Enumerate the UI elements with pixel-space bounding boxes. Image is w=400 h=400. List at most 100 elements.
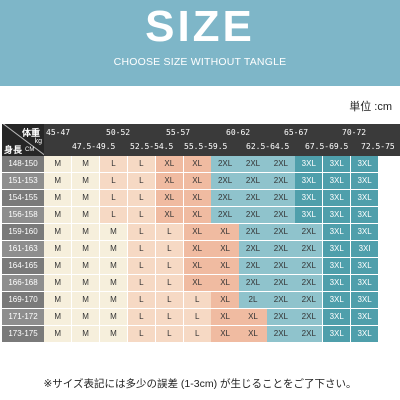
size-cell: 3XL bbox=[350, 190, 380, 206]
size-cell: 2XL bbox=[267, 309, 296, 325]
size-cell: M bbox=[99, 275, 129, 291]
size-cell: 2XL bbox=[239, 275, 268, 291]
size-table: 体重 kg 身長 CM 45-47 50-52 55-57 60-62 65-67 70-… bbox=[2, 124, 400, 374]
size-cell: L bbox=[183, 309, 212, 325]
size-cell: M bbox=[44, 258, 73, 274]
table-row: 156-158 M M L L XL XL 2XL 2XL 2XL 3XL 3XL 3XL bbox=[2, 207, 400, 224]
weight-range-top: 45-47 bbox=[46, 128, 71, 137]
size-cell: L bbox=[99, 156, 129, 172]
size-cell: 2L bbox=[239, 292, 268, 308]
size-cell: XL bbox=[211, 309, 240, 325]
weight-range-bottom: 67.5-69.5 bbox=[305, 142, 349, 151]
size-cell: L bbox=[155, 224, 184, 240]
size-cell: 3XL bbox=[323, 241, 352, 257]
cm-label: CM bbox=[25, 147, 35, 153]
size-cell: XL bbox=[155, 190, 184, 206]
height-range-cell: 171-172 bbox=[2, 309, 44, 325]
size-cell: 3XL bbox=[350, 292, 380, 308]
size-cell: M bbox=[99, 292, 129, 308]
size-cell: 3XL bbox=[323, 156, 352, 172]
size-cell: L bbox=[127, 258, 157, 274]
size-cell: L bbox=[99, 173, 129, 189]
size-cell: 2XL bbox=[295, 309, 324, 325]
weight-range-top: 55-57 bbox=[166, 128, 191, 137]
height-range-cell: 159-160 bbox=[2, 224, 44, 240]
size-cell: M bbox=[44, 309, 73, 325]
size-cell: 2XL bbox=[267, 241, 296, 257]
size-cell: 2XL bbox=[267, 207, 296, 223]
height-label: 身長 bbox=[4, 145, 23, 155]
size-cell: 3XL bbox=[350, 258, 380, 274]
size-cell: M bbox=[99, 309, 129, 325]
size-cell: 2XL bbox=[267, 156, 296, 172]
size-cell: L bbox=[155, 326, 184, 342]
height-range-cell: 151-153 bbox=[2, 173, 44, 189]
size-cell: L bbox=[155, 241, 184, 257]
table-row: 164-165 M M M L L XL XL 2XL 2XL 2XL 3XL 3XL bbox=[2, 258, 400, 275]
size-cell: 2XL bbox=[295, 224, 324, 240]
size-cell: 2XL bbox=[295, 292, 324, 308]
table-row: 171-172 M M M L L L XL XL 2XL 2XL 3XL 3XL bbox=[2, 309, 400, 326]
footnote: ※サイズ表記には多少の誤差 (1-3cm) が生じることをご了下さい。 bbox=[43, 378, 357, 390]
size-cell: 3XI bbox=[350, 241, 380, 257]
size-cell: M bbox=[71, 156, 101, 172]
unit-label: 単位 :cm bbox=[349, 101, 392, 113]
size-cell: L bbox=[127, 309, 157, 325]
height-range-cell: 166-168 bbox=[2, 275, 44, 291]
size-cell: XL bbox=[239, 309, 268, 325]
size-cell: 2XL bbox=[267, 190, 296, 206]
size-cell: M bbox=[44, 173, 73, 189]
size-cell: L bbox=[127, 190, 157, 206]
size-cell: XL bbox=[183, 258, 212, 274]
table-row: 166-168 M M M L L XL XL 2XL 2XL 2XL 3XL 3XL bbox=[2, 275, 400, 292]
size-cell: 3XL bbox=[323, 275, 352, 291]
size-cell: 3XL bbox=[323, 326, 352, 342]
size-cell: XL bbox=[211, 224, 240, 240]
size-cell: 2XL bbox=[211, 207, 240, 223]
size-cell: L bbox=[155, 309, 184, 325]
header-banner: SIZE CHOOSE SIZE WITHOUT TANGLE bbox=[0, 0, 400, 86]
size-cell: M bbox=[44, 224, 73, 240]
size-cell: 3XL bbox=[323, 224, 352, 240]
size-cell: L bbox=[183, 326, 212, 342]
size-cell: 2XL bbox=[211, 190, 240, 206]
size-cell: XL bbox=[211, 258, 240, 274]
size-cell: M bbox=[71, 241, 101, 257]
size-cell: 2XL bbox=[295, 258, 324, 274]
kg-label: kg bbox=[34, 138, 42, 145]
size-cell: XL bbox=[211, 326, 240, 342]
table-row: 173-175 M M M L L L XL XL 2XL 2XL 3XL 3XL bbox=[2, 326, 400, 343]
weight-label: 体重 bbox=[21, 128, 40, 138]
size-cell: 2XL bbox=[267, 224, 296, 240]
size-cell: 2XL bbox=[211, 156, 240, 172]
size-cell: M bbox=[71, 258, 101, 274]
size-cell: 3XL bbox=[350, 224, 380, 240]
table-row: 161-163 M M M L L XL XL 2XL 2XL 2XL 3XL 3XI bbox=[2, 241, 400, 258]
size-cell: M bbox=[44, 292, 73, 308]
size-cell: XL bbox=[155, 173, 184, 189]
height-range-cell: 169-170 bbox=[2, 292, 44, 308]
size-cell: 2XL bbox=[239, 173, 268, 189]
size-cell: L bbox=[155, 292, 184, 308]
size-cell: 2XL bbox=[295, 275, 324, 291]
height-range-cell: 154-155 bbox=[2, 190, 44, 206]
size-cell: L bbox=[127, 241, 157, 257]
size-cell: XL bbox=[183, 241, 212, 257]
size-cell: 2XL bbox=[267, 275, 296, 291]
size-cell: XL bbox=[183, 224, 212, 240]
size-cell: 2XL bbox=[239, 241, 268, 257]
size-cell: M bbox=[71, 224, 101, 240]
size-cell: 3XL bbox=[350, 207, 380, 223]
weight-range-bottom: 72.5-75 bbox=[361, 142, 395, 151]
size-cell: 2XL bbox=[239, 156, 268, 172]
size-cell: XL bbox=[211, 275, 240, 291]
size-cell: 3XL bbox=[350, 275, 380, 291]
size-cell: XL bbox=[155, 156, 184, 172]
size-cell: 3XL bbox=[323, 258, 352, 274]
weight-range-top: 65-67 bbox=[284, 128, 309, 137]
size-cell: 2XL bbox=[295, 241, 324, 257]
size-cell: XL bbox=[155, 207, 184, 223]
corner-header: 体重 kg 身長 CM bbox=[2, 124, 44, 156]
table-row: 169-170 M M M L L L XL 2L 2XL 2XL 3XL 3XL bbox=[2, 292, 400, 309]
size-cell: XL bbox=[183, 190, 212, 206]
